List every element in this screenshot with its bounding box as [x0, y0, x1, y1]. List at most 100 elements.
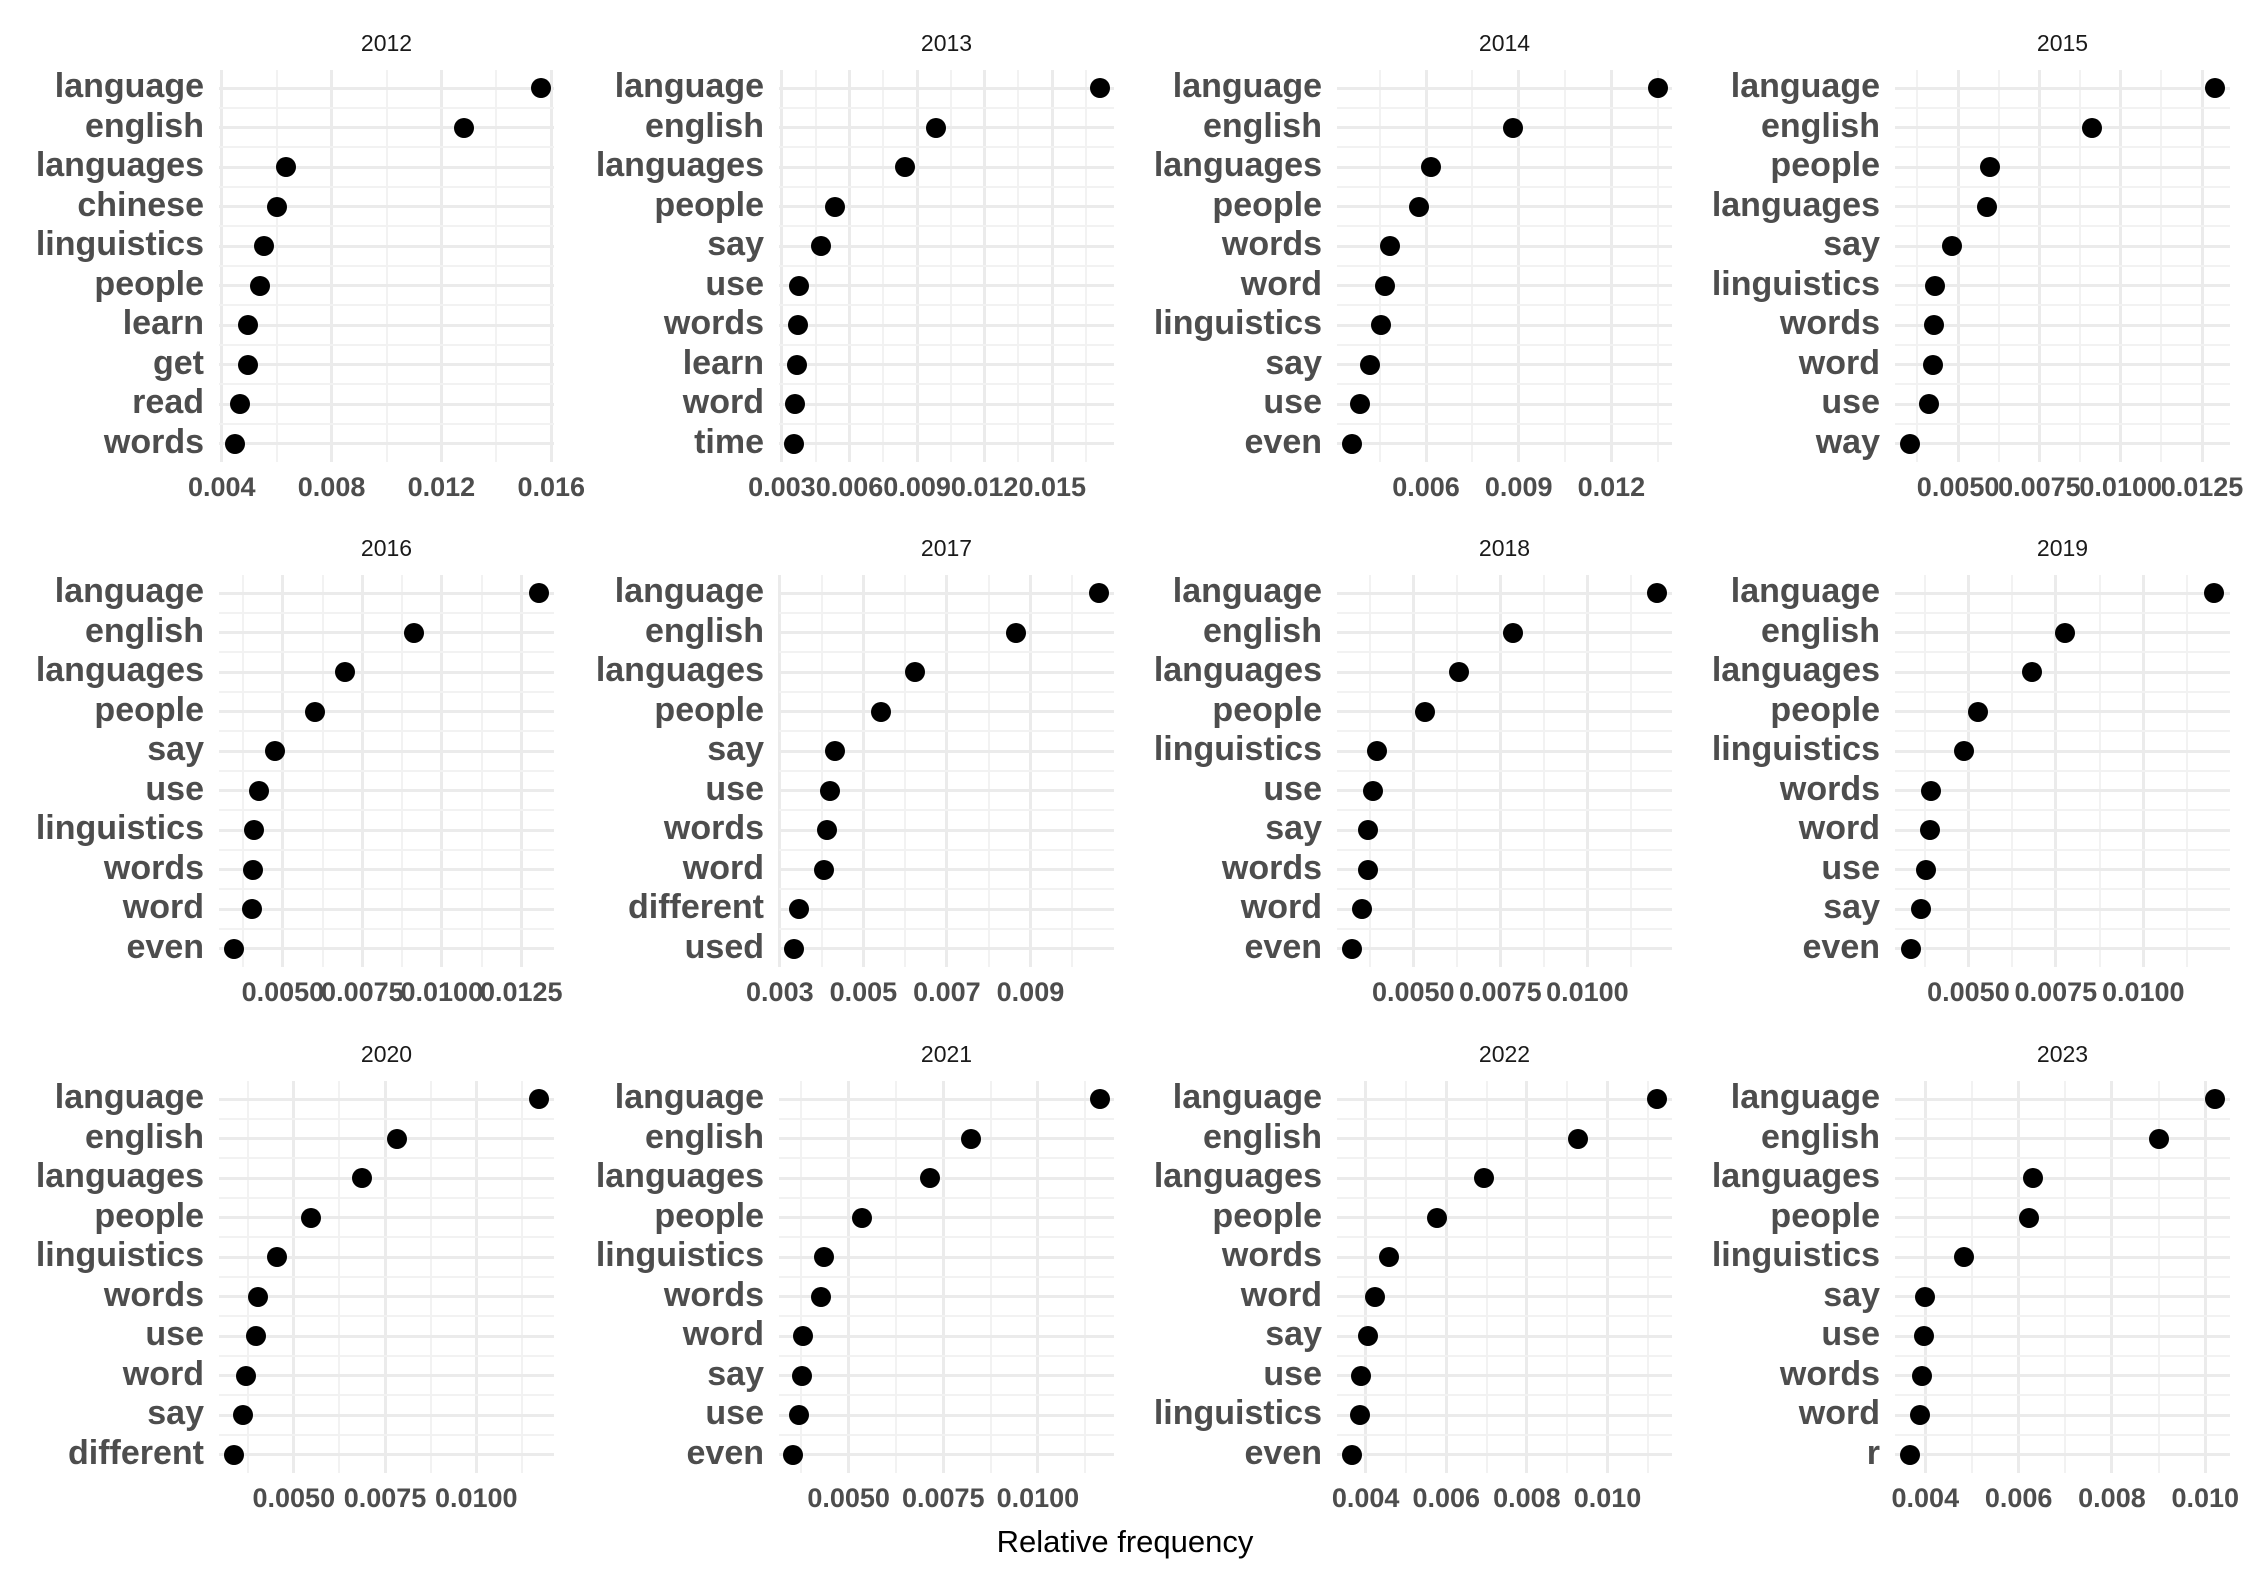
y-axis-word-label: language [1730, 1078, 1880, 1116]
row-gridline [779, 670, 1114, 674]
data-point [2205, 78, 2226, 98]
x-tick-label: 0.008 [297, 472, 366, 502]
row-gridline [1337, 1097, 1672, 1101]
data-point [1426, 1207, 1447, 1228]
data-point [1420, 157, 1441, 177]
facet-strip-title: 2020 [360, 1041, 413, 1067]
data-point [244, 820, 265, 840]
x-tick-label: 0.0075 [321, 977, 404, 1007]
row-gridline [1895, 1453, 2230, 1456]
y-axis-word-label: english [84, 1117, 204, 1156]
y-axis-word-label: people [1770, 1196, 1880, 1235]
row-minor-gridline [1337, 1354, 1672, 1357]
data-point [1365, 1286, 1386, 1307]
row-gridline [779, 1374, 1114, 1377]
x-tick-label: 0.009 [996, 977, 1065, 1007]
data-point [1358, 859, 1379, 880]
row-gridline [1337, 1453, 1672, 1456]
data-point [820, 780, 841, 801]
y-axis-word-label: words [1779, 1354, 1880, 1393]
data-point [825, 196, 846, 217]
data-point [793, 1326, 814, 1346]
data-point [783, 1444, 803, 1465]
row-gridline [1337, 1413, 1672, 1417]
data-point [247, 1286, 268, 1307]
y-axis-word-label: word [682, 1315, 764, 1353]
x-tick-label: 0.010 [2171, 1483, 2240, 1513]
row-minor-gridline [219, 927, 554, 930]
row-gridline [779, 1255, 1114, 1259]
row-minor-gridline [1337, 185, 1672, 188]
data-point [1380, 236, 1401, 256]
row-gridline [219, 205, 554, 208]
data-point [783, 433, 804, 454]
plot-area [1895, 70, 2230, 462]
x-tick-label: 0.0050 [1927, 977, 2010, 1007]
data-point [1502, 117, 1523, 138]
row-minor-gridline [1895, 888, 2230, 891]
y-axis-word-label: people [654, 185, 764, 224]
data-point [851, 1207, 872, 1228]
row-gridline [1337, 868, 1672, 871]
row-minor-gridline [219, 225, 554, 228]
data-point [1915, 1286, 1936, 1307]
y-axis-word-label: say [1823, 888, 1880, 926]
row-gridline [1895, 1374, 2230, 1377]
y-axis-word-label: word [1798, 343, 1880, 382]
row-minor-gridline [219, 1433, 554, 1436]
x-tick-label: 0.012 [1577, 472, 1646, 502]
row-minor-gridline [219, 769, 554, 772]
data-point [1919, 394, 1940, 414]
data-point [1920, 780, 1941, 801]
row-minor-gridline [779, 690, 1114, 693]
row-minor-gridline [1337, 422, 1672, 425]
y-axis-word-label: use [1263, 383, 1322, 421]
y-axis-word-label: people [1212, 1196, 1322, 1235]
row-minor-gridline [1895, 106, 2230, 109]
row-minor-gridline [779, 730, 1114, 733]
x-tick-label: 0.0125 [2160, 472, 2244, 502]
row-minor-gridline [779, 422, 1114, 425]
row-gridline [1337, 749, 1672, 753]
y-axis-word-label: words [103, 1275, 204, 1314]
facet-strip-title: 2022 [1478, 1041, 1531, 1067]
row-minor-gridline [1337, 106, 1672, 109]
y-axis-word-label: people [654, 1196, 764, 1235]
row-gridline [219, 1374, 554, 1377]
data-point [1088, 583, 1109, 603]
y-axis-word-label: people [94, 1196, 204, 1235]
x-tick-label: 0.0100 [434, 1483, 518, 1513]
row-gridline [1337, 363, 1672, 366]
y-axis-word-label: use [1821, 383, 1880, 421]
data-point [1900, 938, 1921, 959]
row-minor-gridline [1895, 343, 2230, 346]
data-point [224, 433, 245, 454]
row-gridline [219, 1097, 554, 1101]
data-point [2149, 1128, 2170, 1149]
row-gridline [1895, 205, 2230, 208]
data-point [2203, 583, 2224, 603]
row-gridline [1895, 442, 2230, 445]
row-gridline [1337, 323, 1672, 327]
data-point [2022, 1168, 2043, 1188]
y-axis-word-label: linguistics [1153, 304, 1322, 342]
y-axis-word-label: say [707, 1354, 764, 1393]
y-axis-word-label: use [145, 769, 204, 808]
y-axis-word-label: language [1172, 1078, 1322, 1116]
x-tick-label: 0.004 [1331, 1483, 1400, 1513]
row-minor-gridline [779, 769, 1114, 772]
data-point [1647, 78, 1668, 98]
data-point [1954, 741, 1975, 761]
row-minor-gridline [219, 1354, 554, 1357]
row-gridline [219, 1334, 554, 1338]
y-axis-word-label: word [1240, 1275, 1322, 1314]
y-axis-word-label: english [1760, 1117, 1880, 1156]
y-axis-word-label: words [663, 1275, 764, 1314]
row-gridline [1337, 284, 1672, 287]
row-gridline [1895, 244, 2230, 248]
row-gridline [1895, 1137, 2230, 1140]
row-minor-gridline [219, 264, 554, 267]
plot-area [219, 70, 554, 462]
data-point [926, 117, 947, 138]
row-minor-gridline [1337, 1117, 1672, 1120]
